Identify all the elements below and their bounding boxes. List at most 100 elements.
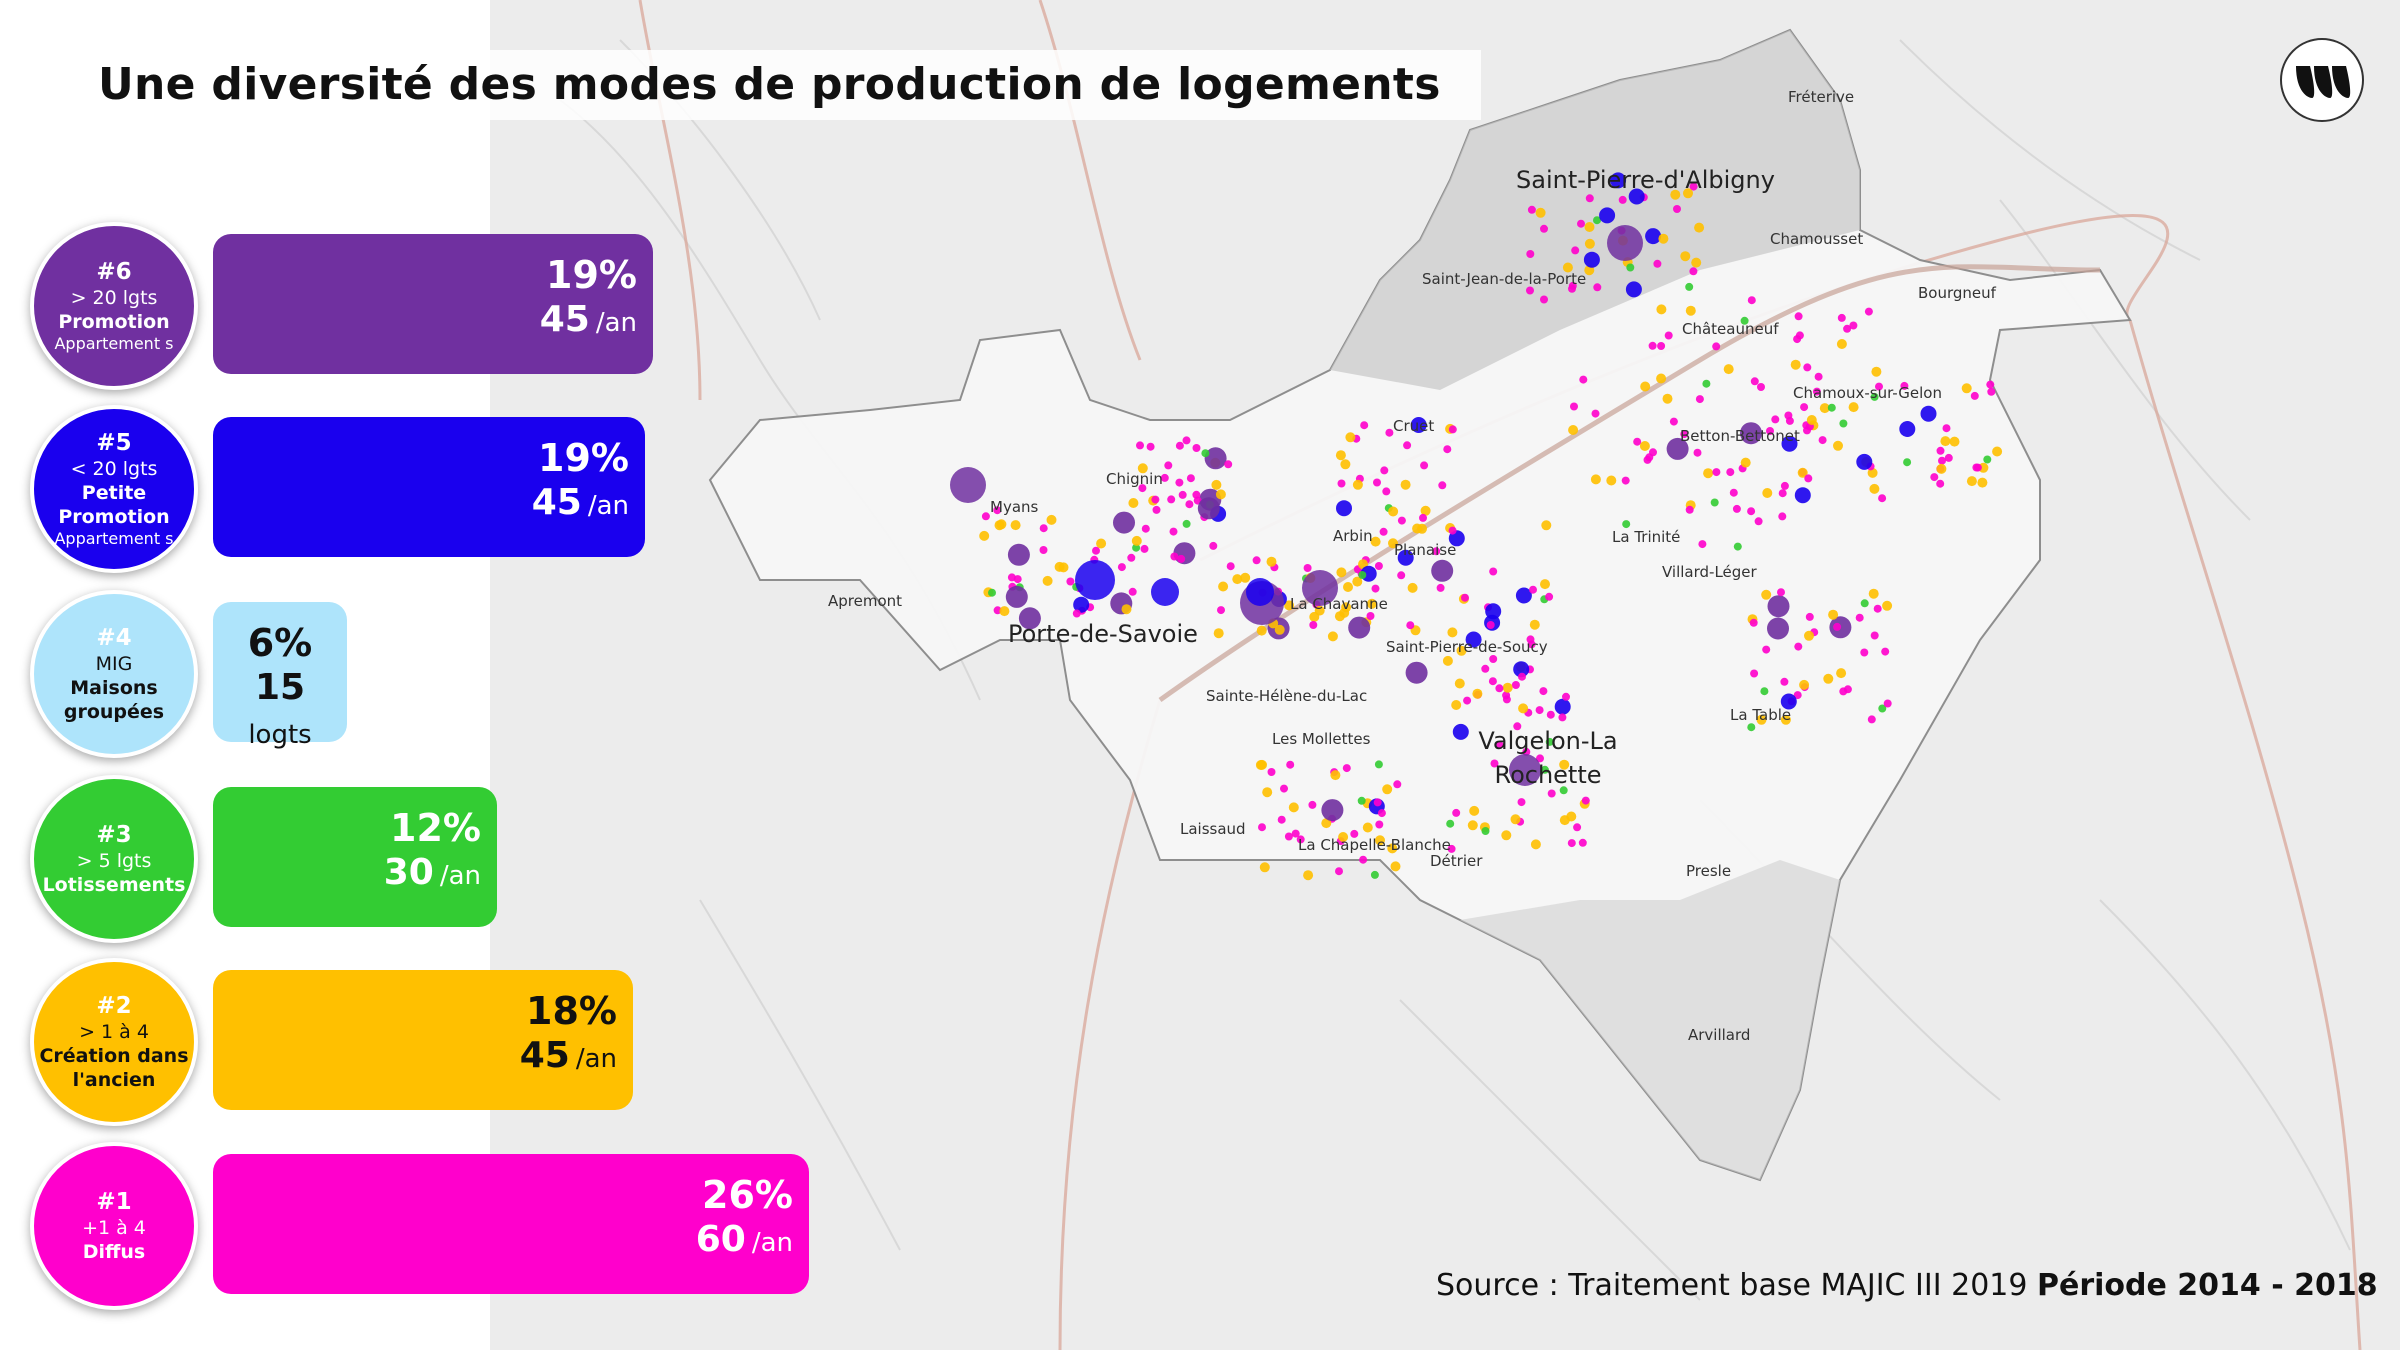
housing-point [1819,403,1830,414]
place-label: Cruet [1393,417,1435,435]
housing-point [1903,458,1912,467]
housing-point [1405,661,1428,684]
housing-point [1400,479,1411,490]
housing-point [1848,402,1859,413]
housing-point [1442,655,1453,666]
housing-point [1691,257,1702,268]
housing-point [1794,642,1803,651]
legend-percent: 6% [247,621,313,665]
legend-line2: Création dans l'ancien [39,1045,189,1091]
housing-point-large [1151,578,1179,606]
housing-point [1412,523,1423,534]
place-label: Laissaud [1180,820,1246,838]
housing-point [1860,648,1869,657]
housing-point [1567,839,1576,848]
housing-point [1217,606,1225,615]
housing-point [1375,820,1384,829]
housing-point [1469,805,1480,816]
housing-point [1262,787,1273,798]
housing-point [1693,448,1702,457]
housing-point [1072,609,1081,618]
housing-point [1039,524,1048,533]
housing-point [1767,595,1790,618]
housing-point [1756,714,1767,725]
housing-point [1828,609,1839,620]
place-label: Betton-Bettonet [1680,427,1800,445]
housing-point [1117,563,1126,572]
place-label: La Table [1730,706,1792,724]
housing-point [1767,617,1789,640]
housing-point [1258,823,1266,832]
place-label: Valgelon-La Rochette [1478,727,1618,789]
housing-point [1370,536,1381,547]
housing-point [1626,263,1635,272]
housing-point [988,588,996,597]
place-label: Détrier [1430,852,1483,870]
housing-point [1749,618,1758,627]
legend-circle-3: #4 MIG Maisons groupées [30,590,198,758]
place-label: La Chavanne [1290,595,1388,613]
housing-point [1797,467,1808,478]
housing-point [1875,382,1883,391]
housing-point [1805,612,1814,621]
legend-percent: 18% [526,989,617,1033]
housing-point [1639,441,1650,451]
legend-circle-1: #6 > 20 lgts Promotion Appartement s [30,222,198,390]
housing-point [1535,207,1546,218]
legend-line1: +1 à 4 [82,1217,146,1239]
legend-circle-2: #5 < 20 lgts Petite Promotion Appartement s [30,405,198,573]
housing-point [1535,706,1544,715]
housing-point [1547,789,1556,798]
housing-point [1522,747,1531,756]
housing-point [1201,449,1210,458]
housing-point [1438,481,1447,490]
housing-point [1452,808,1461,817]
legend-bar-2: 19% 45/an [213,417,645,557]
housing-point [981,512,990,521]
housing-point [1005,585,1028,608]
legend-circle-6: #1 +1 à 4 Diffus [30,1142,198,1310]
housing-point [1403,441,1412,450]
housing-point [1562,262,1573,273]
housing-point [1209,541,1218,550]
housing-point [1529,619,1540,630]
housing-point [1164,461,1173,470]
housing-point [1867,715,1876,724]
housing-point [1843,685,1852,694]
housing-point [1778,512,1787,521]
housing-point [1360,421,1369,430]
housing-point [1559,786,1568,795]
mountain-zone-south [1460,860,1840,1180]
housing-point [1986,380,1995,389]
housing-point [1750,669,1759,678]
housing-point [1352,479,1363,490]
housing-point [1579,375,1588,384]
housing-point [1740,422,1762,445]
housing-point [1303,564,1312,572]
housing-point [1899,421,1916,437]
housing-point [1670,189,1681,200]
housing-point [1192,444,1201,452]
housing-point [1685,505,1694,514]
housing-point [1232,574,1243,585]
housing-point [1545,737,1554,746]
housing-point [1757,383,1765,391]
housing-point [1358,571,1367,579]
housing-point [1780,714,1791,725]
housing-point [1359,855,1368,864]
legend-line2: Promotion [58,311,170,333]
housing-point [1461,593,1469,602]
housing-point [1871,366,1882,377]
place-label: Châteauneuf [1682,320,1779,338]
housing-point [1610,172,1627,189]
housing-point [1420,461,1429,470]
housing-point [1357,796,1366,805]
place-label: Myans [990,498,1039,516]
housing-point [1137,463,1148,474]
housing-point [1583,251,1600,268]
housing-point [1397,571,1406,580]
housing-point [1761,589,1772,600]
housing-point [1526,635,1535,644]
housing-point [1793,335,1802,344]
housing-point [1669,417,1678,426]
